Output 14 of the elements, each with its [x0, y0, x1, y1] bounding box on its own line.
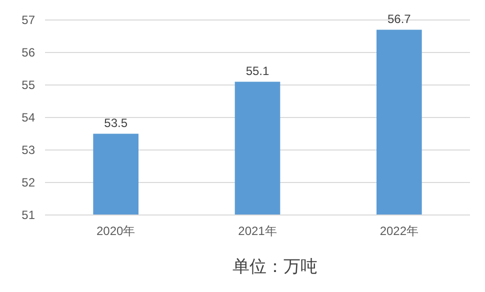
- y-tick-label: 51: [22, 208, 36, 222]
- x-tick-label: 2022年: [380, 224, 419, 238]
- y-tick-label: 54: [22, 110, 36, 124]
- y-tick-label: 57: [22, 13, 36, 27]
- y-tick-label: 55: [22, 78, 36, 92]
- data-label: 56.7: [387, 12, 412, 26]
- text: 单位：万吨: [232, 257, 318, 276]
- x-tick-label: 2021年: [238, 224, 277, 238]
- data-label: 55.1: [246, 64, 270, 78]
- y-tick-label: 56: [22, 46, 36, 60]
- y-tick-label: 52: [22, 176, 36, 190]
- y-tick-label: 53: [22, 143, 36, 157]
- x-tick-label: 2020年: [96, 224, 136, 238]
- data-label: 53.5: [104, 116, 128, 130]
